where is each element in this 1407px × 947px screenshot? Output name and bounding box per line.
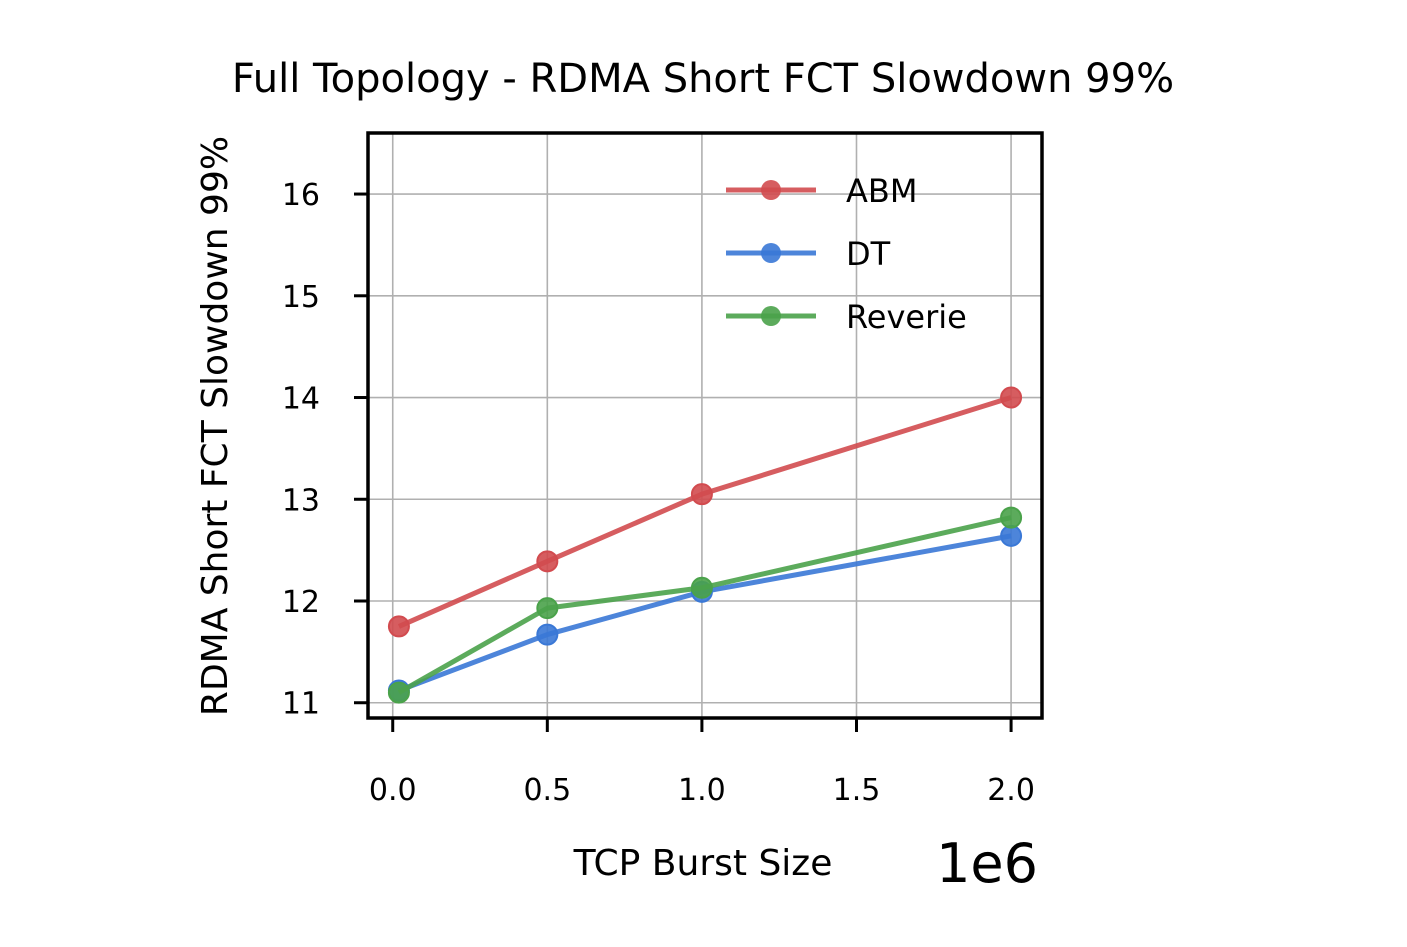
x-tick-label: 1.0 xyxy=(678,773,726,808)
y-tick-label: 15 xyxy=(282,280,320,315)
y-axis-label: RDMA Short FCT Slowdown 99% xyxy=(195,136,236,716)
legend-item-dt: DT xyxy=(726,235,891,273)
y-axis-ticks: 11 12 13 14 15 16 xyxy=(282,178,368,722)
data-point-abm xyxy=(1000,386,1023,409)
legend-item-reverie: Reverie xyxy=(726,298,967,336)
data-point-reverie xyxy=(536,597,559,620)
y-tick-label: 16 xyxy=(282,178,320,213)
x-axis-ticks: 0.0 0.5 1.0 1.5 2.0 xyxy=(369,718,1035,808)
series-dt xyxy=(387,524,1023,702)
series-line-abm xyxy=(397,395,1012,629)
legend: ABM DT Reverie xyxy=(726,172,967,336)
legend-label: ABM xyxy=(846,172,917,210)
data-point-reverie xyxy=(690,576,713,599)
y-tick-label: 12 xyxy=(282,585,320,620)
x-axis-offset-label: 1e6 xyxy=(936,832,1038,895)
x-tick-label: 0.0 xyxy=(369,773,417,808)
x-axis-label: TCP Burst Size xyxy=(573,843,833,884)
legend-marker xyxy=(761,243,781,263)
legend-marker xyxy=(761,180,781,200)
data-point-abm xyxy=(536,550,559,573)
chart-title: Full Topology - RDMA Short FCT Slowdown … xyxy=(232,56,1174,102)
data-point-reverie xyxy=(387,681,410,704)
series-line-reverie xyxy=(397,515,1012,695)
series-layer xyxy=(387,386,1023,704)
y-tick-label: 11 xyxy=(282,687,320,722)
y-tick-label: 14 xyxy=(282,382,320,417)
x-tick-label: 0.5 xyxy=(523,773,571,808)
series-abm xyxy=(387,386,1023,638)
legend-item-abm: ABM xyxy=(726,172,917,210)
data-point-abm xyxy=(690,483,713,506)
data-point-dt xyxy=(536,623,559,646)
data-point-dt xyxy=(1000,524,1023,547)
plot-frame xyxy=(366,131,1044,720)
x-tick-label: 2.0 xyxy=(987,773,1035,808)
grid-lines xyxy=(368,133,1042,718)
y-tick-label: 13 xyxy=(282,483,320,518)
data-point-abm xyxy=(387,615,410,638)
legend-label: DT xyxy=(846,235,891,273)
series-line-dt xyxy=(398,533,1012,693)
legend-label: Reverie xyxy=(846,298,967,336)
legend-marker xyxy=(761,306,781,326)
x-tick-label: 1.5 xyxy=(833,773,881,808)
series-reverie xyxy=(387,506,1023,704)
data-point-reverie xyxy=(1000,506,1023,529)
